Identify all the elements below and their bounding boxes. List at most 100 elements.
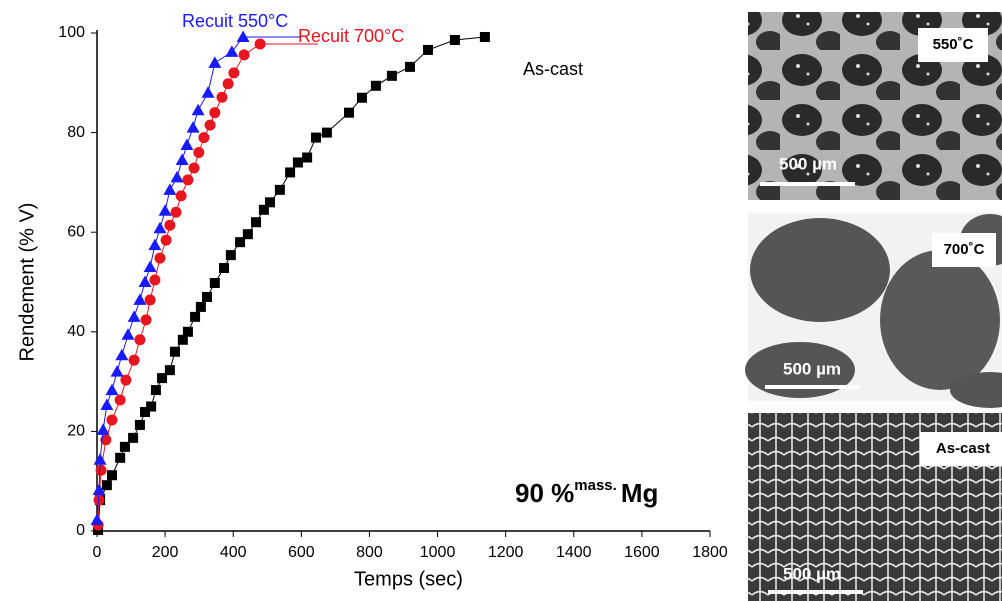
point (143, 260, 157, 273)
point (154, 252, 166, 264)
point (228, 67, 240, 79)
point (93, 453, 107, 465)
point (150, 385, 161, 396)
point (265, 197, 276, 208)
point (115, 452, 126, 463)
micrograph-700: 700˚C 500 µm (745, 213, 1002, 408)
point (180, 138, 194, 151)
point (121, 328, 135, 340)
x-tick-label: 600 (288, 544, 315, 561)
x-tick-label: 1400 (556, 544, 592, 561)
point (127, 310, 141, 322)
point (93, 494, 105, 506)
point (292, 157, 303, 168)
point (95, 464, 107, 476)
point (195, 301, 206, 312)
point (134, 334, 146, 346)
point (149, 274, 161, 286)
x-axis-title: Temps (sec) (354, 568, 463, 590)
point (190, 311, 201, 322)
point (175, 190, 187, 202)
y-tick-label: 100 (58, 24, 85, 41)
point (258, 204, 269, 215)
micrograph-550: 550˚C 500 µm (748, 12, 1002, 200)
point (170, 170, 184, 183)
y-tick-label: 20 (67, 423, 85, 440)
micrograph-label: As-cast (936, 440, 990, 457)
series-label: Recuit 550°C (182, 11, 288, 31)
y-tick-label: 0 (76, 522, 85, 539)
y-axis-title: Rendement (% V) (16, 203, 38, 362)
point (128, 354, 140, 366)
scale-label: 500 µm (783, 359, 841, 378)
annotation: 90 %mass. Mg (515, 477, 658, 508)
x-tick-label: 1200 (488, 544, 524, 561)
micrograph-label: 550˚C (933, 36, 974, 53)
annotation-part: Mg (621, 478, 659, 508)
point (225, 250, 236, 261)
x-tick-label: 200 (152, 544, 179, 561)
point (128, 432, 139, 443)
point (133, 293, 147, 305)
point (274, 184, 285, 195)
x-tick-label: 1800 (692, 544, 728, 561)
point (164, 219, 176, 231)
point (158, 204, 172, 216)
point (157, 373, 168, 384)
point (193, 147, 205, 159)
point (101, 480, 112, 491)
point (175, 153, 189, 165)
point (106, 414, 118, 426)
series-label: As-cast (523, 59, 583, 79)
x-tick-label: 1000 (420, 544, 456, 561)
point (186, 121, 200, 133)
point (198, 132, 210, 144)
point (204, 119, 216, 131)
annotation-part: mass. (574, 477, 617, 494)
point (209, 277, 220, 288)
point (110, 365, 124, 377)
point (119, 441, 130, 452)
point (370, 80, 381, 91)
point (114, 394, 126, 406)
point (225, 45, 239, 57)
point (100, 398, 114, 411)
point (148, 238, 162, 251)
plot: 0 200 400 600 800 1000 1200 1400 1600 1800 0 20 40 60… (16, 11, 728, 591)
point (423, 44, 434, 55)
x-tick-label: 1600 (624, 544, 660, 561)
series-line (97, 43, 261, 526)
point (160, 234, 172, 246)
point (251, 217, 262, 228)
point (100, 434, 112, 446)
point (120, 374, 132, 386)
point (163, 183, 177, 195)
point (144, 294, 156, 306)
series-label: Recuit 700°C (298, 26, 404, 46)
point (105, 383, 119, 396)
point (153, 221, 167, 234)
point (449, 34, 460, 45)
point (170, 206, 182, 218)
point (238, 49, 250, 61)
point (222, 78, 234, 90)
x-tick-label: 800 (356, 544, 383, 561)
point (321, 127, 332, 138)
point (209, 107, 221, 119)
point (344, 107, 355, 118)
point (302, 152, 313, 163)
point (235, 237, 246, 248)
point (90, 513, 104, 526)
point (92, 483, 106, 496)
point (404, 61, 415, 72)
point (386, 70, 397, 81)
point (285, 167, 296, 178)
point (134, 419, 145, 430)
annotation-part: 90 % (515, 478, 574, 508)
x-tick-label: 0 (93, 544, 102, 561)
y-tick-label: 80 (67, 124, 85, 141)
y-tick-label: 40 (67, 323, 85, 340)
point (140, 406, 151, 417)
point (169, 346, 180, 357)
